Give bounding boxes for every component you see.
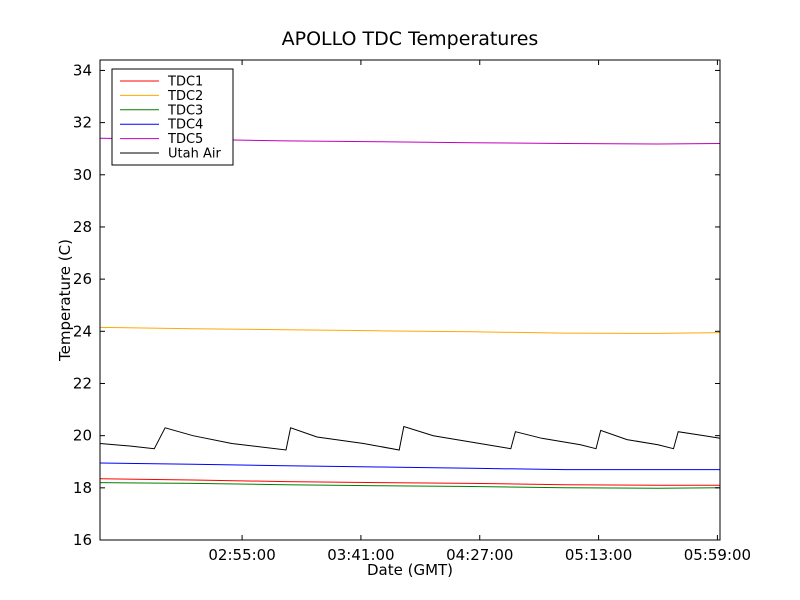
x-tick-label: 02:55:00 — [208, 546, 275, 564]
x-tick-label: 05:13:00 — [565, 546, 632, 564]
legend-label-tdc1: TDC1 — [167, 75, 203, 90]
x-tick-label: 05:59:00 — [684, 546, 751, 564]
legend-label-utah-air: Utah Air — [168, 147, 221, 162]
legend-label-tdc3: TDC3 — [167, 103, 203, 118]
chart-title: APOLLO TDC Temperatures — [282, 28, 539, 50]
x-axis-label: Date (GMT) — [367, 561, 453, 579]
y-tick-label: 18 — [73, 479, 92, 497]
legend-label-tdc4: TDC4 — [167, 118, 203, 133]
y-tick-label: 32 — [73, 114, 92, 132]
legend-label-tdc5: TDC5 — [167, 132, 203, 147]
series-line-tdc2 — [99, 326, 721, 334]
y-tick-label: 26 — [73, 270, 92, 288]
series-line-utah-air — [99, 425, 721, 451]
y-tick-label: 28 — [73, 218, 92, 236]
series-line-tdc3 — [99, 482, 721, 489]
y-tick-label: 22 — [73, 374, 92, 392]
y-tick-label: 24 — [73, 322, 92, 340]
legend-label-tdc2: TDC2 — [167, 89, 203, 104]
y-axis-label: Temperature (C) — [56, 239, 74, 362]
tick-layer: 16 18 20 22 24 26 28 30 32 34 02:55:00 03:41:00 04:2… — [73, 60, 751, 564]
y-tick-label: 30 — [73, 166, 92, 184]
x-tick-label: 03:41:00 — [327, 546, 394, 564]
series-line-tdc1 — [99, 478, 720, 486]
x-tick-label: 04:27:00 — [446, 546, 513, 564]
y-tick-label: 16 — [73, 531, 92, 549]
series-line-tdc4 — [99, 462, 720, 471]
plot-area-frame — [99, 59, 721, 541]
legend-box — [111, 68, 234, 166]
y-tick-label: 34 — [73, 61, 92, 79]
y-tick-label: 20 — [73, 427, 92, 445]
